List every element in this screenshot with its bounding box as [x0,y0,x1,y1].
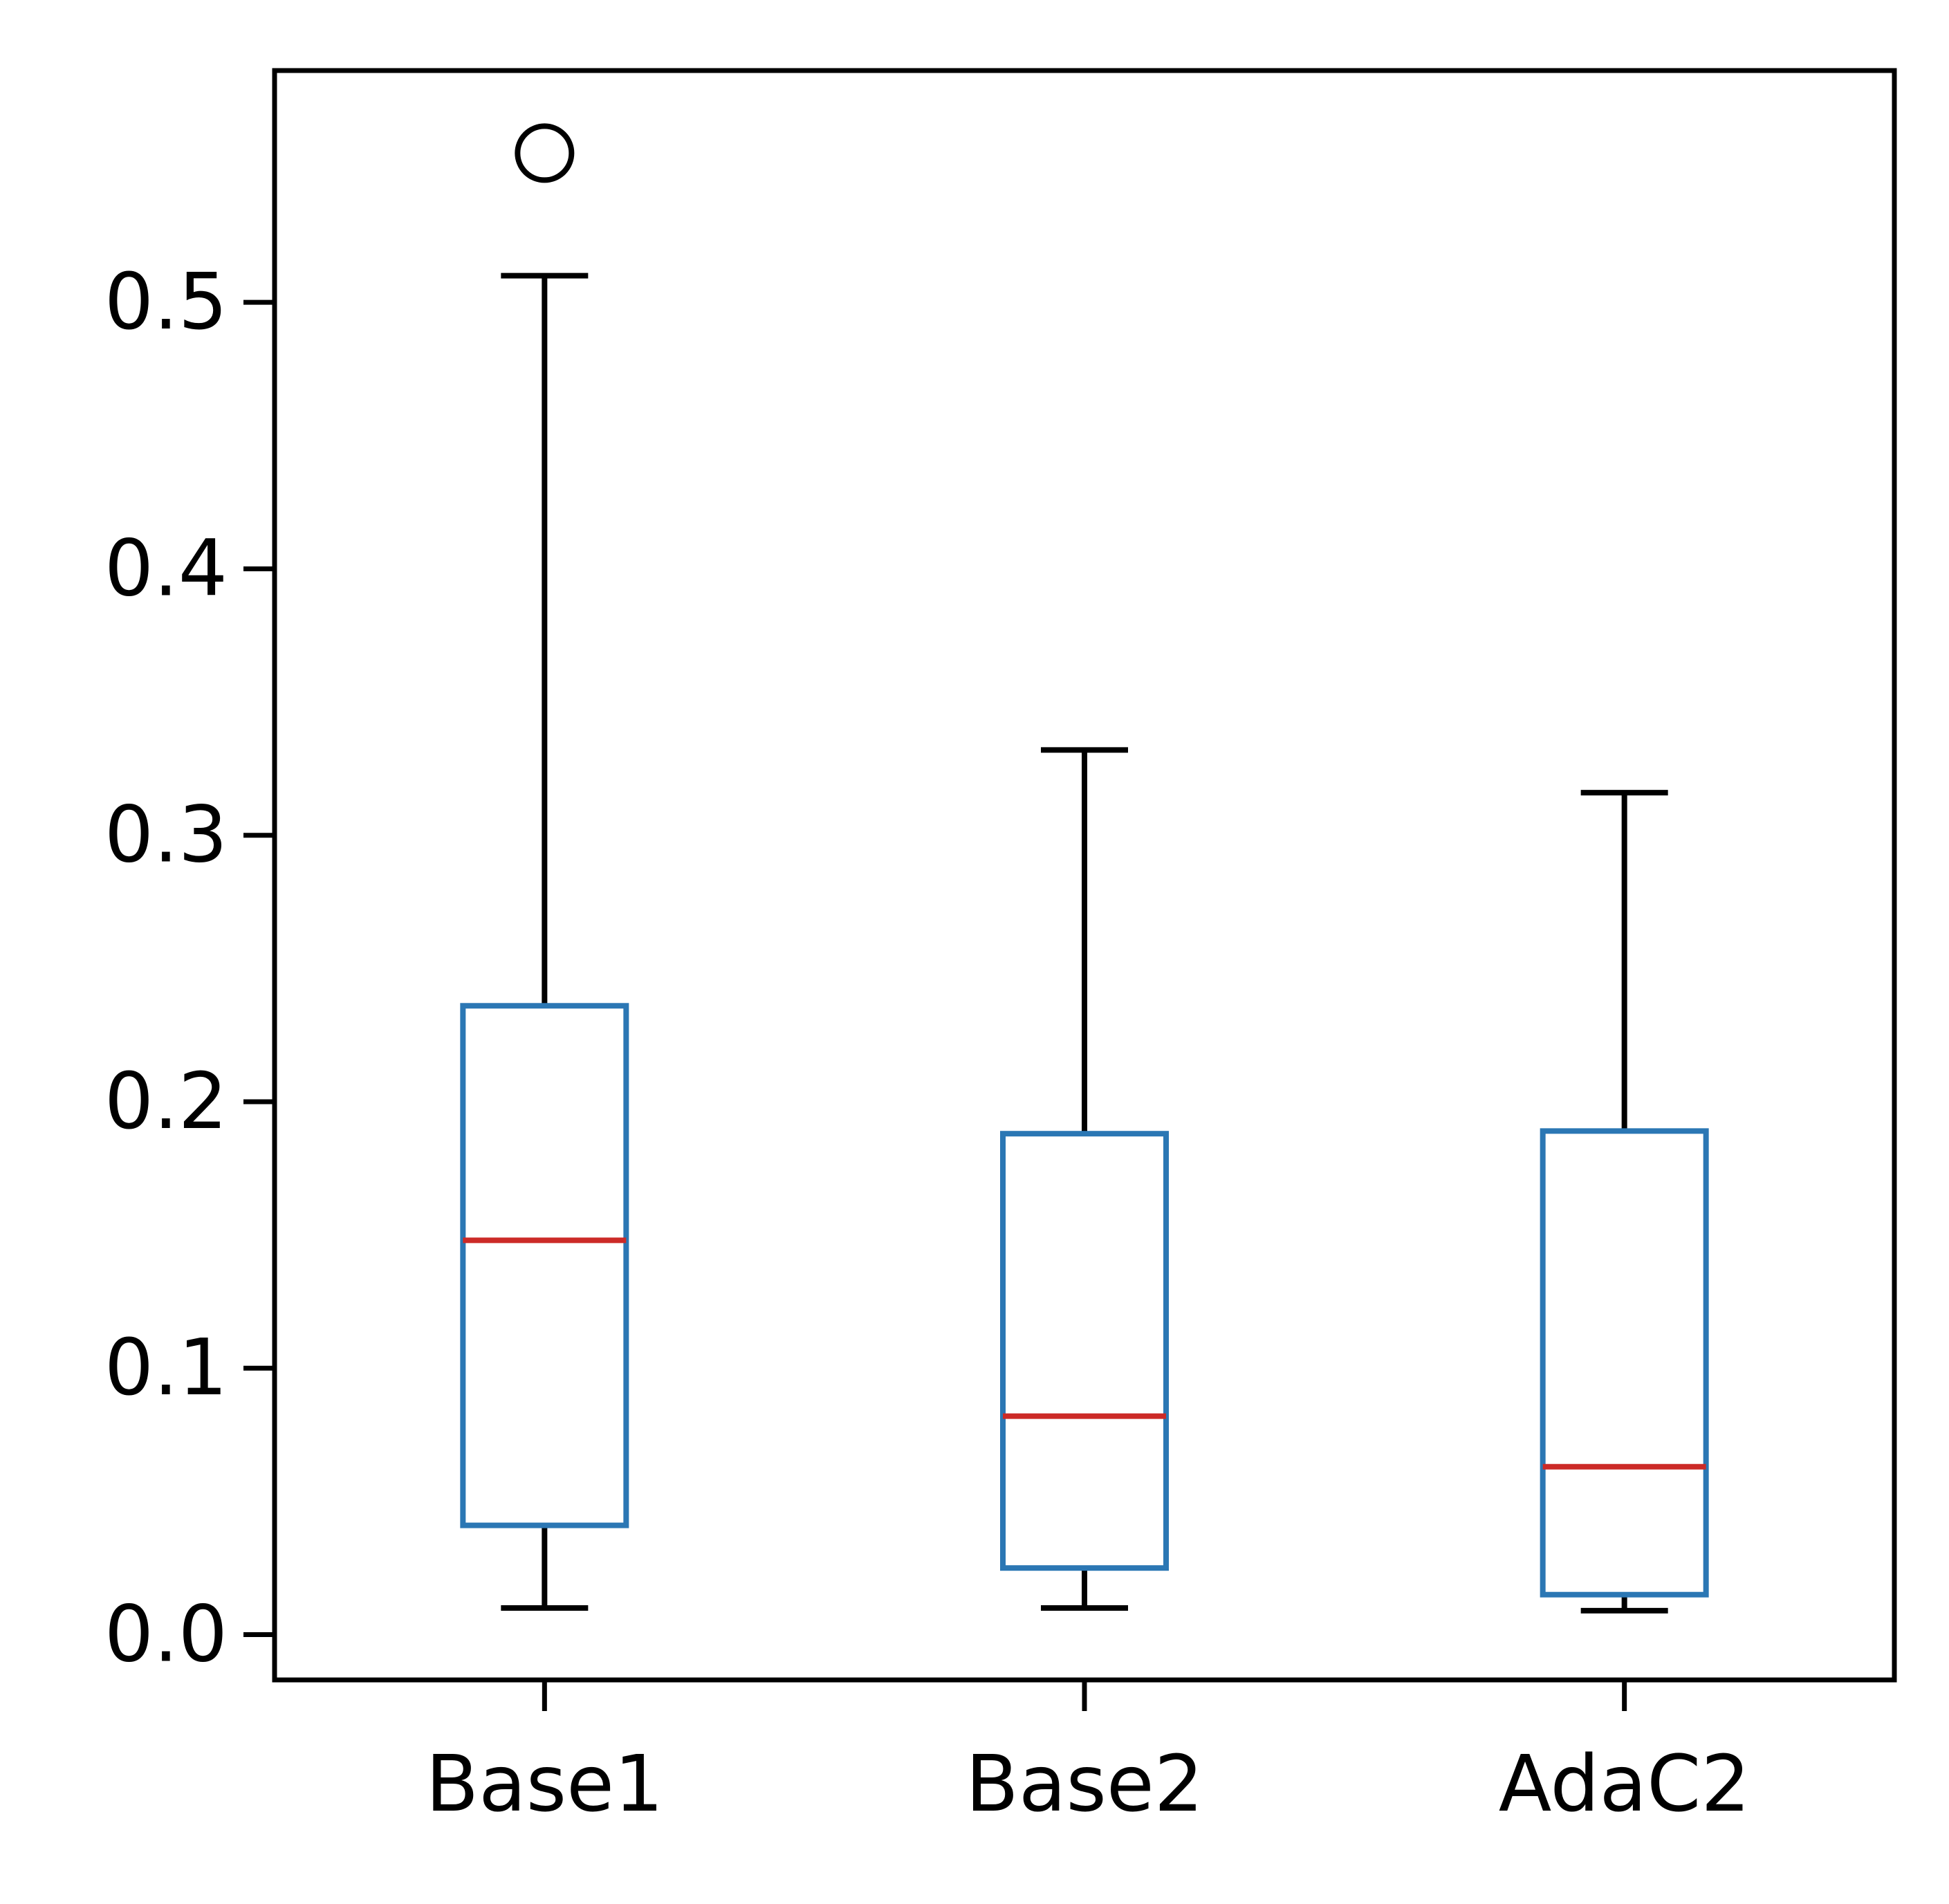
iqr-box [1540,1128,1709,1598]
outlier-point [515,123,575,183]
box-group-base1 [460,123,629,1611]
y-tick-label: 0.2 [104,1057,228,1147]
y-tick-label: 0.5 [104,257,228,347]
box-group-base2 [1000,747,1169,1611]
x-tick-label: AdaC2 [1499,1739,1751,1829]
y-tick-label: 0.0 [104,1590,228,1680]
axes: 0.0 0.1 0.2 0.3 0.4 0.5 Base1 Base2 AdaC2 [104,257,1751,1829]
plot-area [460,123,1709,1614]
x-tick-label: Base1 [425,1739,663,1829]
x-tick-label: Base2 [966,1739,1203,1829]
iqr-box [1000,1131,1169,1571]
y-tick-label: 0.3 [104,791,228,880]
box-group-adac2 [1540,790,1709,1614]
y-tick-label: 0.1 [104,1323,228,1413]
y-tick-label: 0.4 [104,524,228,613]
iqr-box [460,1003,629,1528]
